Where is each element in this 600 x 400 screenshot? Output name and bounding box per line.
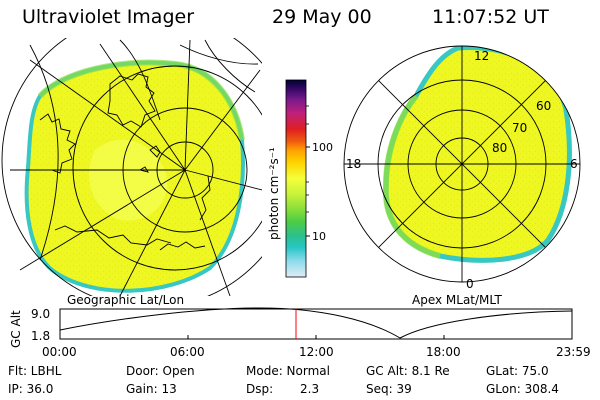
colorbar-tick-100: 100 xyxy=(312,141,333,154)
mlt-label-12: 12 xyxy=(474,49,489,63)
timeline-xtick-0000: 00:00 xyxy=(42,345,77,359)
right-edge-green xyxy=(382,94,441,259)
timeline-axis-label: GC Alt xyxy=(9,310,23,348)
mlt-label-18: 18 xyxy=(346,157,361,171)
altitude-curve xyxy=(59,307,573,339)
geo-grid xyxy=(1,38,262,296)
status-gain: Gain: 13 xyxy=(126,382,177,396)
geographic-caption: Geographic Lat/Lon xyxy=(67,293,184,307)
status-flt: Flt: LBHL xyxy=(8,364,62,378)
mlat-label-80: 80 xyxy=(492,141,507,155)
timeline-frame xyxy=(59,308,573,340)
emission-bright-patch xyxy=(89,139,168,221)
status-seq: Seq: 39 xyxy=(366,382,412,396)
colorbar-tick-10: 10 xyxy=(312,230,326,243)
altitude-timeline: GC Alt 9.0 1.8 00:00 06:00 12:00 18:00 2… xyxy=(9,307,591,359)
status-dsp-value: 2.3 xyxy=(300,382,320,396)
status-mode: Mode: Normal xyxy=(246,364,330,378)
colorbar-gradient xyxy=(285,79,307,278)
mlat-label-70: 70 xyxy=(512,121,527,135)
magnetic-panel: 12 18 6 0 60 70 80 xyxy=(343,45,581,291)
status-gc-alt: GC Alt: 8.1 Re xyxy=(366,364,450,378)
status-door: Door: Open xyxy=(126,364,195,378)
instrument-title: Ultraviolet Imager xyxy=(22,6,195,28)
timeline-ytick-high: 9.0 xyxy=(31,307,50,321)
auroral-emission-right xyxy=(383,46,572,263)
emission-edge-green xyxy=(37,59,245,141)
colorbar: 100 10 photon cm⁻²s⁻¹ xyxy=(267,79,333,278)
status-dsp-label: Dsp: xyxy=(246,382,274,396)
mlat-label-60: 60 xyxy=(536,99,551,113)
status-glon: GLon: 308.4 xyxy=(486,382,559,396)
date-label: 29 May 00 xyxy=(272,6,372,28)
timeline-xtick-1200: 12:00 xyxy=(299,345,334,359)
status-glat: GLat: 75.0 xyxy=(486,364,549,378)
geographic-panel xyxy=(1,38,262,296)
magnetic-caption: Apex MLat/MLT xyxy=(412,293,502,307)
timeline-ytick-low: 1.8 xyxy=(31,329,50,343)
status-ip: IP: 36.0 xyxy=(8,382,54,396)
mlt-label-0: 0 xyxy=(466,277,474,291)
timeline-xtick-1800: 18:00 xyxy=(426,345,461,359)
mlt-label-6: 6 xyxy=(570,157,578,171)
timeline-xtick-2359: 23:59 xyxy=(556,345,591,359)
colorbar-unit-label: photon cm⁻²s⁻¹ xyxy=(267,147,281,240)
timeline-xtick-0600: 06:00 xyxy=(170,345,205,359)
time-label: 11:07:52 UT xyxy=(432,6,549,28)
polar-grid xyxy=(343,45,581,283)
